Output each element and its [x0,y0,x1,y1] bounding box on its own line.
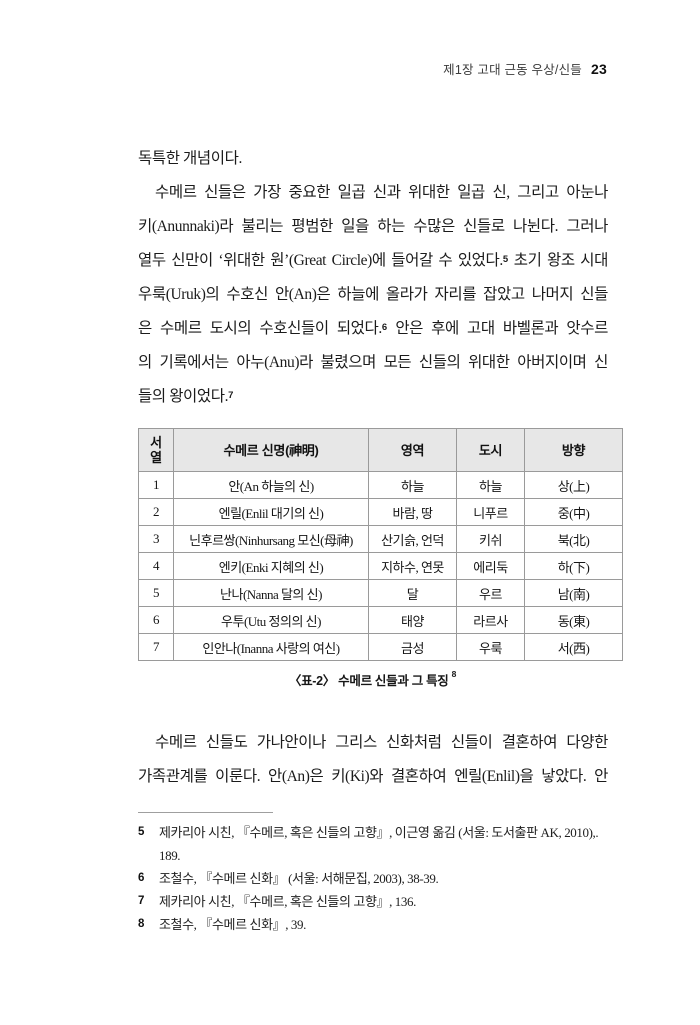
body-line: 수메르 신들은 가장 중요한 일곱 신과 위대한 일곱 신, 그리고 아눈나 [155,184,608,201]
chapter-title: 제1장 고대 근동 우상/신들 [443,63,583,77]
table-cell: 서(西) [524,633,623,661]
page-number: 23 [591,61,607,77]
paragraph-3: 수메르 신들도 가나안이나 그리스 신화처럼 신들이 결혼하여 다양한 가족관계… [138,726,608,794]
paragraph-1: 독특한 개념이다. [138,142,608,176]
table-row: 4 엔키(Enki 지혜의 신) 지하수, 연못 에리둑 하(下) [138,552,623,580]
column-header-rank: 서 열 [138,428,174,472]
table-cell: 6 [138,606,174,634]
table-cell: 하늘 [368,471,457,499]
table-row: 5 난나(Nanna 달의 신) 달 우르 남(南) [138,579,623,607]
table-cell: 지하수, 연못 [368,552,457,580]
footnote-item: 5 제카리아 시친, 『수메르, 혹은 신들의 고향』, 이근영 옮김 (서울: … [138,821,616,867]
table-cell: 5 [138,579,174,607]
footnote-number: 6 [138,872,145,884]
table-cell: 달 [368,579,457,607]
table-cell: 엔키(Enki 지혜의 신) [173,552,369,580]
footnote-item: 6 조철수, 『수메르 신화』 (서울: 서해문집, 2003), 38-39. [138,867,616,890]
table-cell: 우룩 [456,633,525,661]
table-row: 7 인안나(Inanna 사랑의 여신) 금성 우룩 서(西) [138,633,623,661]
column-header-city: 도시 [456,428,525,472]
table-cell: 안(An 하늘의 신) [173,471,369,499]
table-cell: 1 [138,471,174,499]
table-cell: 라르사 [456,606,525,634]
footnote-ref-7: 7 [228,390,234,401]
footnote-ref-8: 8 [451,669,457,679]
table-cell: 중(中) [524,498,623,526]
table-cell: 7 [138,633,174,661]
footnote-item: 8 조철수, 『수메르 신화』, 39. [138,913,616,936]
table-cell: 태양 [368,606,457,634]
body-line: 의 기록에서는 아누(Anu)라 불렸으며 모든 신들의 위대한 아버지이며 신 [138,354,608,371]
table-cell: 남(南) [524,579,623,607]
table-cell: 상(上) [524,471,623,499]
table-cell: 4 [138,552,174,580]
body-line: 열두 신만이 ‘위대한 원’(Great Circle)에 들어갈 수 있었다.… [138,252,608,269]
footnote-item: 7 제카리아 시친, 『수메르, 혹은 신들의 고향』, 136. [138,890,616,913]
body-line: 가족관계를 이룬다. 안(An)은 키(Ki)와 결혼하여 엔릴(Enlil)을… [138,768,608,785]
table-body: 1 안(An 하늘의 신) 하늘 하늘 상(上) 2 엔릴(Enlil 대기의 신) 바람, … [138,471,623,661]
table-cell: 니푸르 [456,498,525,526]
table-cell: 우르 [456,579,525,607]
column-header-direction: 방향 [524,428,623,472]
table-cell: 키쉬 [456,525,525,553]
column-header-god-name: 수메르 신명(神明) [173,428,369,472]
footnotes-section: 5 제카리아 시친, 『수메르, 혹은 신들의 고향』, 이근영 옮김 (서울: … [138,821,616,936]
table-cell: 하늘 [456,471,525,499]
sumerian-gods-table: 서 열 수메르 신명(神明) 영역 도시 방향 1 안(An 하늘의 신) 하늘 하늘… [138,428,623,661]
footnote-number: 8 [138,918,145,930]
table-cell: 하(下) [524,552,623,580]
table-cell: 엔릴(Enlil 대기의 신) [173,498,369,526]
body-line: 은 수메르 도시의 수호신들이 되었다.6 안은 후에 고대 바벨론과 앗수르 [138,320,608,337]
table-cell: 금성 [368,633,457,661]
table-cell: 산기슭, 언덕 [368,525,457,553]
table-cell: 우투(Utu 정의의 신) [173,606,369,634]
table-row: 6 우투(Utu 정의의 신) 태양 라르사 동(東) [138,606,623,634]
table-cell: 닌후르쌍(Ninhursang 모신(母神) [173,525,369,553]
paragraph-2: 수메르 신들은 가장 중요한 일곱 신과 위대한 일곱 신, 그리고 아눈나 키… [138,176,608,414]
footnote-text: 조철수, 『수메르 신화』, 39. [159,917,306,932]
table-cell: 인안나(Inanna 사랑의 여신) [173,633,369,661]
body-line: 키(Anunnaki)라 불리는 평범한 일을 하는 수많은 신들로 나뉜다. … [138,218,608,235]
body-line: 수메르 신들도 가나안이나 그리스 신화처럼 신들이 결혼하여 다양한 [155,734,608,751]
body-line: 들의 왕이었다.7 [138,388,234,405]
table-cell: 북(北) [524,525,623,553]
body-line: 독특한 개념이다. [138,150,242,167]
table-cell: 에리둑 [456,552,525,580]
table-caption: 〈표-2〉 수메르 신들과 그 특징 8 [288,669,457,688]
table-cell: 2 [138,498,174,526]
table-row: 2 엔릴(Enlil 대기의 신) 바람, 땅 니푸르 중(中) [138,498,623,526]
footnote-text: 조철수, 『수메르 신화』 (서울: 서해문집, 2003), 38-39. [159,871,439,886]
running-header: 제1장 고대 근동 우상/신들 23 [443,59,607,78]
table-cell: 3 [138,525,174,553]
body-line: 우룩(Uruk)의 수호신 안(An)은 하늘에 올라가 자리를 잡았고 나머지… [138,286,608,303]
footnote-ref-6: 6 [381,322,388,333]
column-header-domain: 영역 [368,428,457,472]
footnote-divider [138,812,273,813]
footnote-number: 7 [138,895,145,907]
footnote-text: 제카리아 시친, 『수메르, 혹은 신들의 고향』, 이근영 옮김 (서울: 도… [159,825,599,863]
table-cell: 동(東) [524,606,623,634]
footnote-text: 제카리아 시친, 『수메르, 혹은 신들의 고향』, 136. [159,894,416,909]
table-cell: 난나(Nanna 달의 신) [173,579,369,607]
footnote-number: 5 [138,826,145,838]
table-header-row: 서 열 수메르 신명(神明) 영역 도시 방향 [138,428,623,472]
table-cell: 바람, 땅 [368,498,457,526]
table-row: 3 닌후르쌍(Ninhursang 모신(母神) 산기슭, 언덕 키쉬 북(北) [138,525,623,553]
footnote-ref-5: 5 [502,254,509,265]
table-row: 1 안(An 하늘의 신) 하늘 하늘 상(上) [138,471,623,499]
